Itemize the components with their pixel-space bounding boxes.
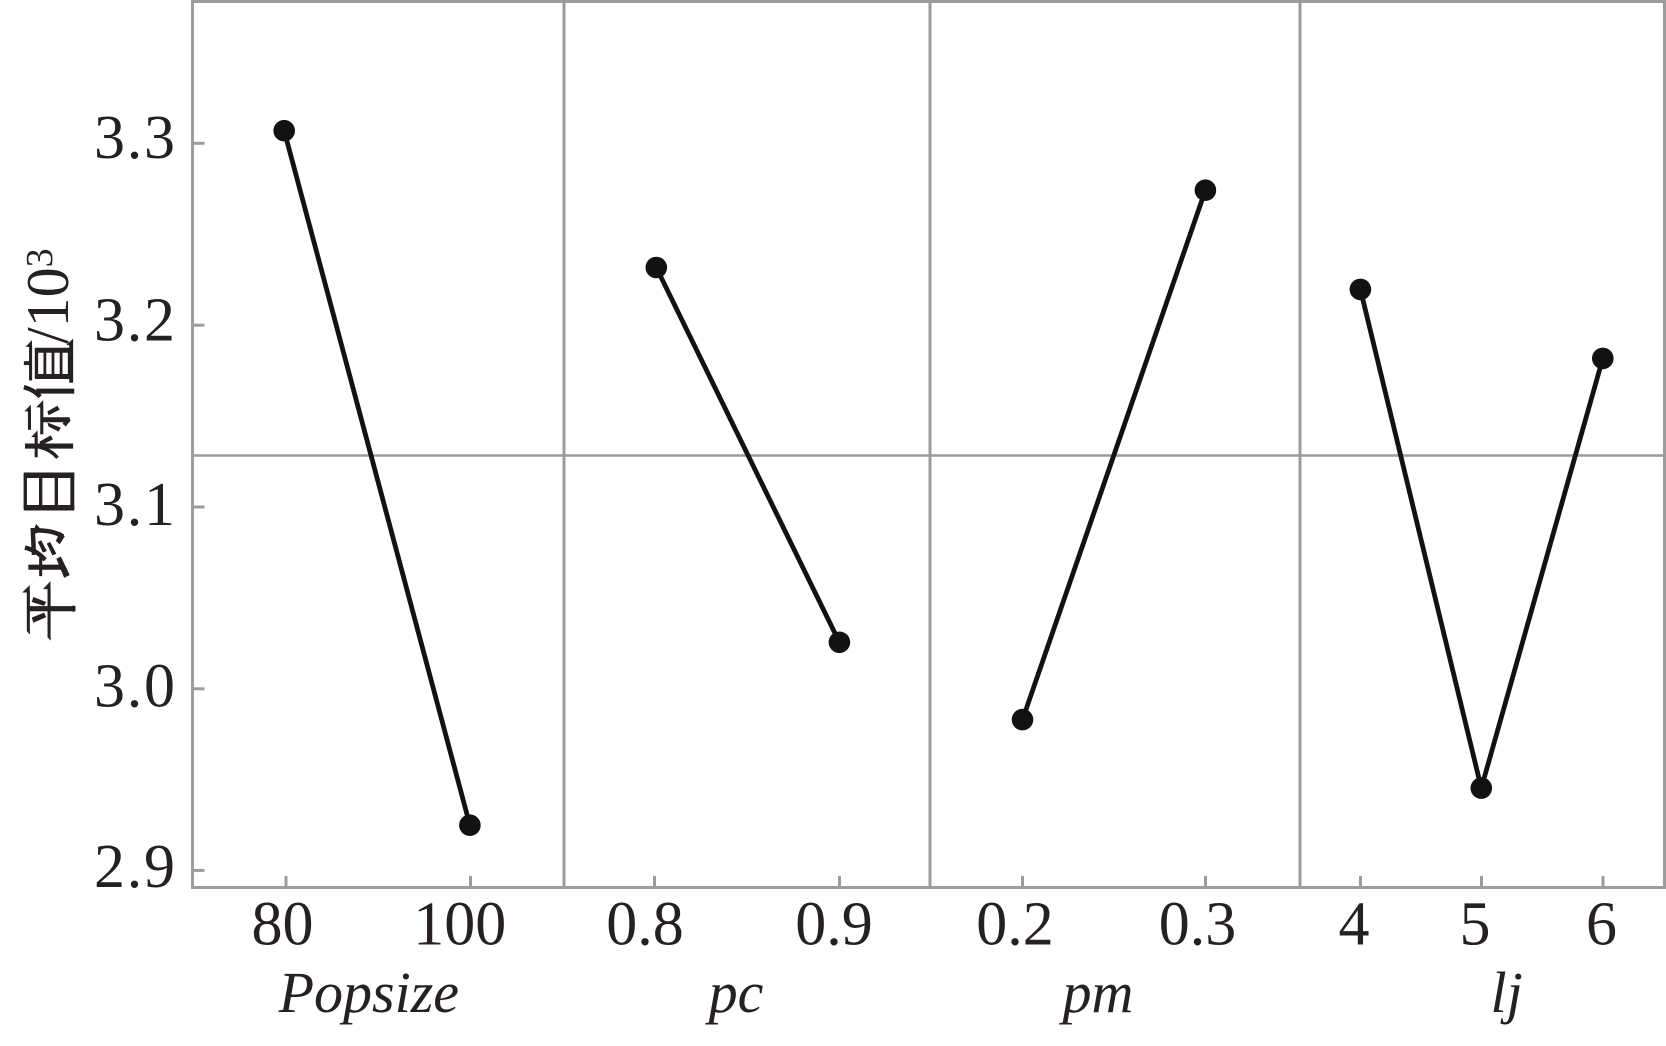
svg-text:0.8: 0.8 bbox=[606, 891, 684, 959]
svg-text:3.1: 3.1 bbox=[94, 471, 175, 539]
svg-text:0.2: 0.2 bbox=[976, 891, 1054, 959]
svg-text:pm: pm bbox=[1059, 960, 1134, 1025]
svg-text:3.2: 3.2 bbox=[94, 286, 175, 354]
svg-text:0.9: 0.9 bbox=[795, 891, 873, 959]
svg-text:3.3: 3.3 bbox=[94, 104, 175, 172]
svg-text:100: 100 bbox=[413, 891, 506, 959]
svg-text:6: 6 bbox=[1586, 891, 1617, 959]
svg-text:Popsize: Popsize bbox=[278, 960, 459, 1025]
svg-text:lj: lj bbox=[1490, 960, 1522, 1025]
svg-text:2.9: 2.9 bbox=[94, 833, 175, 901]
svg-text:pc: pc bbox=[705, 960, 764, 1025]
svg-text:5: 5 bbox=[1460, 891, 1491, 959]
svg-text:3.0: 3.0 bbox=[94, 652, 175, 720]
svg-text:80: 80 bbox=[252, 891, 314, 959]
svg-text:/103: /103 bbox=[15, 248, 81, 344]
svg-text:4: 4 bbox=[1339, 891, 1370, 959]
svg-text:0.3: 0.3 bbox=[1159, 891, 1237, 959]
